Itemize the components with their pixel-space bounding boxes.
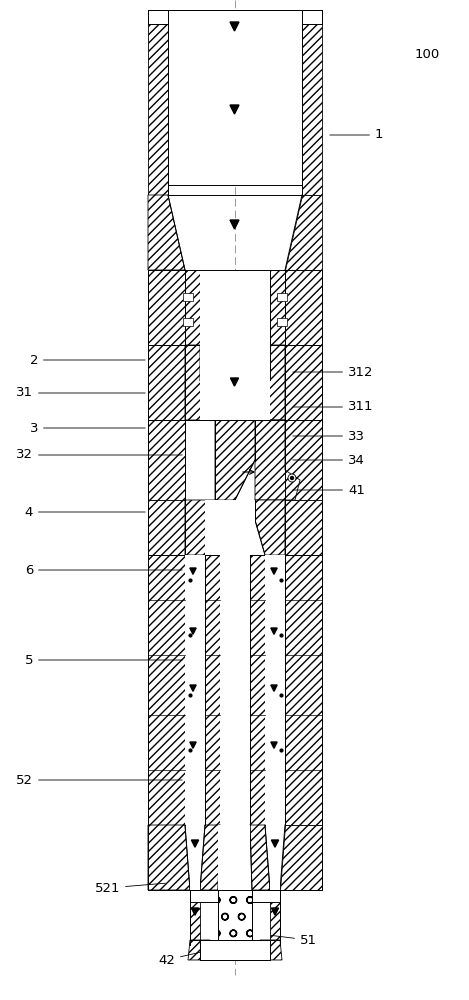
Bar bbox=[185, 555, 205, 825]
Text: 52: 52 bbox=[16, 774, 182, 786]
Bar bbox=[200, 345, 270, 420]
Circle shape bbox=[288, 474, 296, 482]
Polygon shape bbox=[302, 10, 322, 195]
Bar bbox=[277, 318, 287, 326]
Polygon shape bbox=[250, 555, 265, 825]
Text: 42: 42 bbox=[158, 951, 207, 966]
Polygon shape bbox=[255, 500, 285, 555]
Polygon shape bbox=[285, 555, 322, 825]
Polygon shape bbox=[285, 420, 322, 500]
Text: 100: 100 bbox=[415, 48, 440, 62]
Polygon shape bbox=[185, 270, 200, 345]
Polygon shape bbox=[148, 345, 185, 420]
Circle shape bbox=[290, 477, 294, 480]
Polygon shape bbox=[250, 825, 270, 890]
Text: 1: 1 bbox=[330, 128, 384, 141]
Polygon shape bbox=[191, 840, 198, 847]
Bar bbox=[270, 825, 280, 890]
Text: 34: 34 bbox=[293, 454, 365, 466]
Polygon shape bbox=[200, 825, 220, 890]
Polygon shape bbox=[280, 825, 322, 890]
Text: 33: 33 bbox=[293, 430, 365, 442]
Polygon shape bbox=[230, 22, 239, 31]
Text: 521: 521 bbox=[94, 882, 165, 894]
Text: 3: 3 bbox=[30, 422, 145, 434]
Polygon shape bbox=[185, 345, 215, 420]
Text: 5: 5 bbox=[24, 654, 182, 666]
Polygon shape bbox=[148, 270, 185, 345]
Polygon shape bbox=[148, 420, 185, 500]
Polygon shape bbox=[148, 825, 190, 890]
Polygon shape bbox=[285, 345, 322, 420]
Text: 4: 4 bbox=[25, 506, 145, 518]
Bar bbox=[205, 500, 255, 555]
Text: 32: 32 bbox=[16, 448, 182, 462]
Polygon shape bbox=[190, 902, 200, 940]
Bar bbox=[168, 24, 302, 185]
Polygon shape bbox=[230, 105, 239, 114]
Text: 51: 51 bbox=[271, 934, 317, 946]
Polygon shape bbox=[185, 500, 215, 555]
Polygon shape bbox=[190, 742, 196, 748]
Polygon shape bbox=[270, 902, 280, 940]
Polygon shape bbox=[188, 940, 210, 960]
Polygon shape bbox=[148, 500, 185, 555]
Polygon shape bbox=[285, 500, 322, 555]
Bar bbox=[183, 293, 193, 301]
Bar bbox=[277, 293, 287, 301]
Bar bbox=[200, 940, 270, 960]
Polygon shape bbox=[148, 10, 168, 195]
Polygon shape bbox=[190, 568, 196, 574]
Polygon shape bbox=[230, 220, 239, 229]
Bar bbox=[220, 555, 250, 825]
Bar bbox=[200, 270, 270, 345]
Polygon shape bbox=[148, 195, 185, 270]
Polygon shape bbox=[255, 420, 300, 500]
Polygon shape bbox=[271, 685, 277, 691]
Polygon shape bbox=[205, 555, 220, 825]
Bar bbox=[265, 555, 285, 825]
Polygon shape bbox=[255, 345, 285, 420]
Polygon shape bbox=[285, 270, 322, 345]
Polygon shape bbox=[260, 940, 282, 960]
Polygon shape bbox=[285, 195, 322, 270]
Bar bbox=[190, 825, 200, 890]
Polygon shape bbox=[272, 840, 279, 847]
Text: 31: 31 bbox=[16, 386, 145, 399]
Polygon shape bbox=[272, 908, 279, 915]
Polygon shape bbox=[271, 628, 277, 634]
Polygon shape bbox=[190, 628, 196, 634]
Bar bbox=[183, 318, 193, 326]
Text: 312: 312 bbox=[293, 365, 373, 378]
Polygon shape bbox=[230, 378, 239, 386]
Polygon shape bbox=[148, 555, 185, 825]
Bar bbox=[218, 825, 250, 890]
Text: 41: 41 bbox=[293, 484, 365, 496]
Text: 6: 6 bbox=[25, 564, 182, 576]
Polygon shape bbox=[191, 908, 198, 915]
Polygon shape bbox=[271, 742, 277, 748]
Polygon shape bbox=[215, 420, 255, 500]
Polygon shape bbox=[270, 270, 285, 345]
Polygon shape bbox=[190, 685, 196, 691]
Bar bbox=[148, 10, 322, 24]
Text: 2: 2 bbox=[30, 354, 145, 366]
Bar bbox=[190, 890, 280, 902]
Polygon shape bbox=[218, 890, 252, 940]
Text: 311: 311 bbox=[293, 400, 373, 414]
Polygon shape bbox=[271, 568, 277, 574]
